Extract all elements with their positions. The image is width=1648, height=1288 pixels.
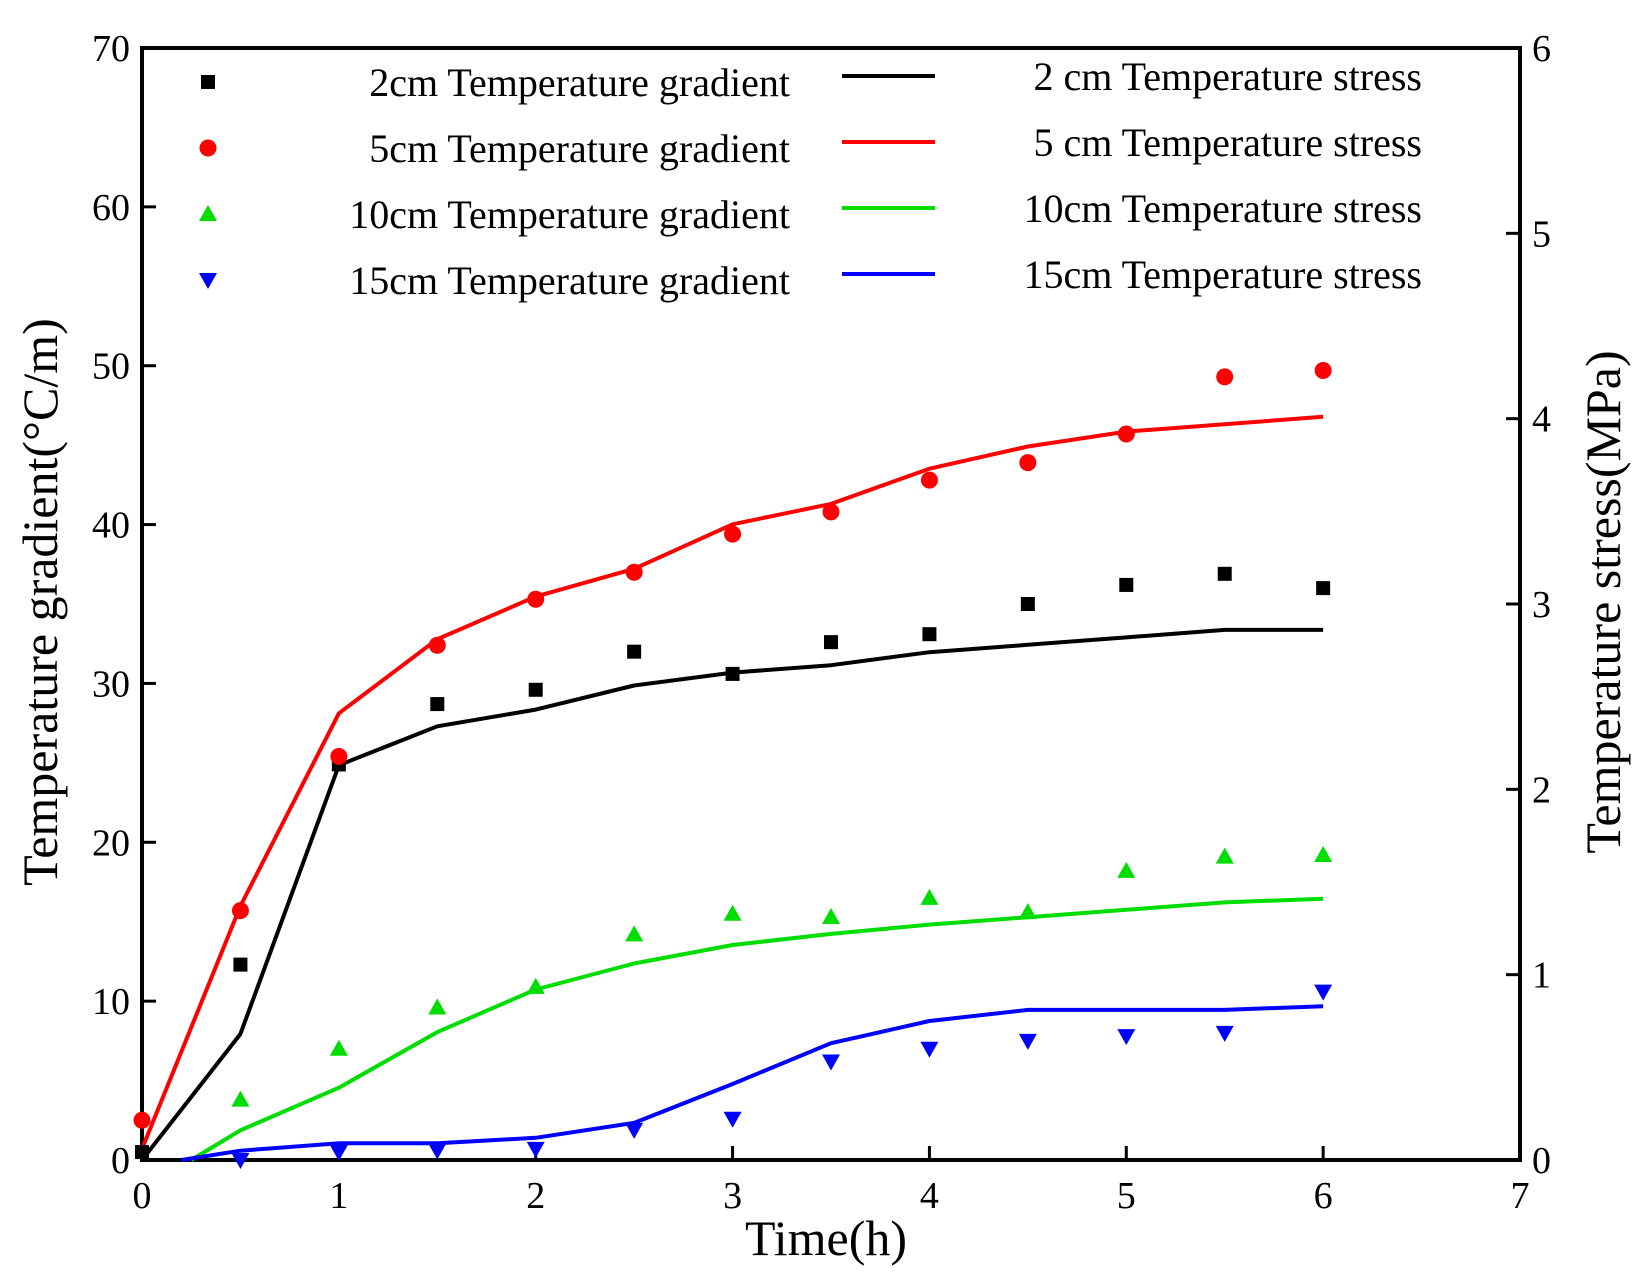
gradient-point-2cm-temperature-gradient [824,635,838,650]
gradient-point-2cm-temperature-gradient [1316,581,1331,596]
gradient-point-15cm-temperature-gradient [231,1153,250,1169]
x-axis-title: Time(h) [745,1210,907,1266]
gradient-point-5cm-temperature-gradient [1019,454,1037,472]
stress-line-15cm-temperature-stress [181,1004,1324,1162]
gradient-point-2cm-temperature-gradient [922,627,937,642]
gradient-point-10cm-temperature-gradient [526,977,545,994]
gradient-point-10cm-temperature-gradient [329,1039,348,1056]
x-tick-label: 0 [133,1175,152,1217]
gradient-point-5cm-temperature-gradient [724,525,742,543]
gradient-point-15cm-temperature-gradient [1117,1029,1136,1046]
x-tick-label: 5 [1117,1175,1136,1217]
gradient-point-10cm-temperature-gradient [1314,845,1333,862]
right-tick-label: 2 [1532,769,1551,811]
gradient-point-15cm-temperature-gradient [1314,984,1333,1001]
legend-marker-2cm-temperature-gradient [201,75,215,89]
gradient-point-2cm-temperature-gradient [1119,577,1134,592]
gradient-point-5cm-temperature-gradient [920,471,938,489]
right-tick-label: 5 [1532,213,1551,255]
legend-label-10cm-temperature-gradient: 10cm Temperature gradient [349,192,790,237]
gradient-point-5cm-temperature-gradient [330,748,348,766]
gradient-point-5cm-temperature-gradient [1117,425,1135,443]
gradient-point-15cm-temperature-gradient [1018,1033,1037,1050]
gradient-point-15cm-temperature-gradient [1215,1025,1234,1042]
left-axis-title: Temperature gradient(°C/m) [12,318,68,886]
legend-label-2-cm-temperature-stress: 2 cm Temperature stress [1033,54,1422,99]
right-axis-title: Temperature stress(MPa) [1575,350,1631,853]
right-tick-label: 3 [1532,584,1551,626]
gradient-point-2cm-temperature-gradient [233,957,248,972]
x-axis-ticks: 0 1 2 3 4 5 6 7 [133,1146,1530,1217]
legend-marker-5cm-temperature-gradient [199,139,217,157]
gradient-point-10cm-temperature-gradient [1018,903,1037,920]
gradient-point-10cm-temperature-gradient [822,907,840,924]
gradient-point-5cm-temperature-gradient [625,563,643,581]
right-tick-label: 1 [1532,955,1551,997]
gradient-point-10cm-temperature-gradient [1215,847,1234,864]
gradient-point-5cm-temperature-gradient [822,503,840,521]
legend-label-5-cm-temperature-stress: 5 cm Temperature stress [1033,120,1422,165]
gradient-point-5cm-temperature-gradient [1314,361,1332,379]
gradient-point-5cm-temperature-gradient [1216,368,1234,386]
right-tick-label: 0 [1532,1140,1551,1182]
legend-label-15cm-temperature-stress: 15cm Temperature stress [1023,252,1422,297]
left-tick-label: 30 [92,663,130,705]
gradient-point-15cm-temperature-gradient [920,1041,939,1058]
x-tick-label: 3 [723,1175,742,1217]
right-tick-label: 6 [1532,28,1551,70]
x-tick-label: 4 [920,1175,939,1217]
legend-label-15cm-temperature-gradient: 15cm Temperature gradient [349,258,790,303]
x-tick-label: 6 [1314,1175,1333,1217]
legend-marker-15cm-temperature-gradient [199,273,217,289]
gradient-point-5cm-temperature-gradient [231,902,249,920]
left-tick-label: 50 [92,346,130,388]
left-tick-label: 0 [111,1140,130,1182]
legend-label-2cm-temperature-gradient: 2cm Temperature gradient [369,60,790,105]
gradient-point-5cm-temperature-gradient [428,636,446,654]
x-tick-label: 2 [526,1175,545,1217]
left-tick-label: 20 [92,822,130,864]
gradient-point-15cm-temperature-gradient [526,1141,545,1158]
gradient-point-10cm-temperature-gradient [428,998,447,1015]
gradient-point-10cm-temperature-gradient [231,1090,250,1107]
left-tick-label: 60 [92,187,130,229]
right-axis-ticks: 0 1 2 3 4 5 6 [1506,28,1551,1182]
left-tick-label: 10 [92,981,130,1023]
stress-line-10cm-temperature-stress [190,896,1324,1162]
gradient-point-15cm-temperature-gradient [723,1111,742,1128]
gradient-point-2cm-temperature-gradient [135,1145,149,1160]
gradient-point-10cm-temperature-gradient [723,904,742,921]
gradient-points [133,361,1333,1169]
x-tick-label: 7 [1511,1175,1530,1217]
x-tick-label: 1 [329,1175,348,1217]
gradient-point-15cm-temperature-gradient [625,1122,644,1139]
gradient-point-5cm-temperature-gradient [133,1111,151,1129]
gradient-point-10cm-temperature-gradient [1117,861,1136,878]
gradient-point-10cm-temperature-gradient [625,925,644,942]
gradient-point-2cm-temperature-gradient [725,666,740,681]
left-tick-label: 70 [92,28,130,70]
right-tick-label: 4 [1532,399,1551,441]
gradient-point-5cm-temperature-gradient [527,590,545,608]
gradient-point-10cm-temperature-gradient [920,888,939,905]
legend-label-5cm-temperature-gradient: 5cm Temperature gradient [369,126,790,171]
gradient-point-15cm-temperature-gradient [428,1143,447,1160]
legend-label-10cm-temperature-stress: 10cm Temperature stress [1023,186,1422,231]
gradient-point-2cm-temperature-gradient [627,644,642,659]
gradient-point-2cm-temperature-gradient [430,697,445,712]
left-axis-ticks: 0 10 20 30 40 50 60 70 [92,28,156,1182]
gradient-point-2cm-temperature-gradient [1020,597,1035,611]
legend: 2cm Temperature gradient 5cm Temperature … [199,54,1422,303]
gradient-point-2cm-temperature-gradient [1217,566,1232,581]
gradient-point-2cm-temperature-gradient [528,682,543,697]
gradient-point-15cm-temperature-gradient [329,1145,348,1162]
left-tick-label: 40 [92,505,130,547]
legend-marker-10cm-temperature-gradient [199,205,217,221]
gradient-point-15cm-temperature-gradient [822,1054,840,1071]
